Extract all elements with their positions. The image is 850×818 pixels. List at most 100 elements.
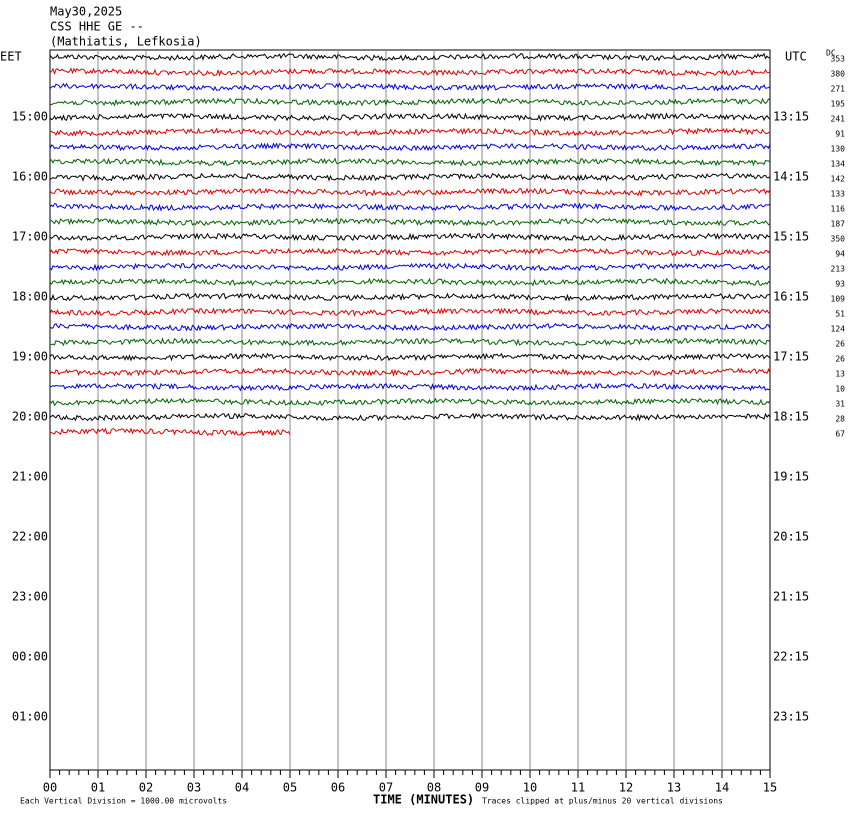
dc-value: 26 (835, 340, 845, 349)
footer-right: Traces clipped at plus/minus 20 vertical… (482, 797, 723, 806)
left-time: 00:00 (12, 650, 48, 664)
dc-value: 134 (831, 160, 846, 169)
x-tick-label: 12 (619, 781, 633, 795)
trace (49, 322, 771, 332)
trace (49, 52, 771, 62)
footer-left: Each Vertical Division = 1000.00 microvo… (20, 797, 227, 806)
left-zone: EET (0, 50, 22, 64)
dc-value: 130 (831, 145, 846, 154)
dc-value: 31 (835, 400, 845, 409)
plot-frame (49, 49, 771, 771)
dc-value: 93 (835, 280, 845, 289)
trace (49, 367, 771, 378)
dc-value: 94 (835, 250, 845, 259)
trace (49, 247, 771, 257)
right-time: 13:15 (773, 110, 809, 124)
trace (49, 292, 771, 302)
left-time: 20:00 (12, 410, 48, 424)
dc-value: 187 (831, 220, 846, 229)
trace (49, 127, 771, 137)
dc-value: 350 (831, 235, 846, 244)
left-time: 01:00 (12, 710, 48, 724)
left-time: 22:00 (12, 530, 48, 544)
date: May30,2025 (50, 5, 122, 19)
trace (49, 217, 771, 227)
dc-value: 67 (835, 430, 845, 439)
dc-value: 26 (835, 355, 845, 364)
x-tick-label: 05 (283, 781, 297, 795)
right-time: 21:15 (773, 590, 809, 604)
x-tick-label: 04 (235, 781, 249, 795)
right-time: 20:15 (773, 530, 809, 544)
trace (49, 157, 771, 167)
x-tick-label: 02 (139, 781, 153, 795)
trace (49, 352, 771, 362)
x-tick-label: 08 (427, 781, 441, 795)
trace (49, 262, 771, 272)
dc-value: 195 (831, 100, 846, 109)
x-tick-label: 06 (331, 781, 345, 795)
trace (49, 112, 771, 122)
x-tick-label: 07 (379, 781, 393, 795)
trace (49, 397, 771, 407)
trace (49, 202, 771, 212)
location: (Mathiatis, Lefkosia) (50, 35, 202, 49)
x-tick-label: 00 (43, 781, 57, 795)
trace (49, 187, 771, 197)
right-time: 22:15 (773, 650, 809, 664)
trace (49, 142, 771, 152)
station: CSS HHE GE -- (50, 20, 144, 34)
dc-value: 142 (831, 175, 846, 184)
dc-value: 109 (831, 295, 846, 304)
dc-value: 116 (831, 205, 846, 214)
trace (49, 82, 771, 92)
dc-value: 213 (831, 265, 846, 274)
dc-value: 380 (831, 70, 846, 79)
x-tick-label: 10 (523, 781, 537, 795)
x-tick-label: 14 (715, 781, 729, 795)
dc-value: 133 (831, 190, 846, 199)
dc-value: 353 (831, 55, 846, 64)
x-tick-label: 11 (571, 781, 585, 795)
dc-value: 10 (835, 385, 845, 394)
right-time: 18:15 (773, 410, 809, 424)
left-time: 15:00 (12, 110, 48, 124)
dc-value: 91 (835, 130, 845, 139)
trace (49, 232, 771, 242)
right-zone: UTC (785, 50, 807, 64)
trace (49, 382, 771, 392)
right-time: 16:15 (773, 290, 809, 304)
dc-value: 124 (831, 325, 846, 334)
trace (49, 277, 771, 287)
x-label: TIME (MINUTES) (373, 793, 474, 807)
dc-value: 271 (831, 85, 846, 94)
left-time: 19:00 (12, 350, 48, 364)
trace (49, 67, 771, 77)
dc-label: DC (826, 49, 836, 58)
left-time: 17:00 (12, 230, 48, 244)
dc-value: 241 (831, 115, 846, 124)
trace (49, 172, 771, 182)
left-time: 18:00 (12, 290, 48, 304)
left-time: 21:00 (12, 470, 48, 484)
trace (49, 97, 771, 107)
left-time: 16:00 (12, 170, 48, 184)
right-time: 23:15 (773, 710, 809, 724)
right-time: 19:15 (773, 470, 809, 484)
dc-value: 13 (835, 370, 845, 379)
x-tick-label: 15 (763, 781, 777, 795)
x-tick-label: 09 (475, 781, 489, 795)
right-time: 14:15 (773, 170, 809, 184)
dc-value: 28 (835, 415, 845, 424)
trace (49, 427, 291, 437)
x-tick-label: 03 (187, 781, 201, 795)
trace (49, 307, 771, 317)
trace (49, 412, 771, 422)
x-tick-label: 13 (667, 781, 681, 795)
x-tick-label: 01 (91, 781, 105, 795)
left-time: 23:00 (12, 590, 48, 604)
dc-value: 51 (835, 310, 845, 319)
right-time: 17:15 (773, 350, 809, 364)
